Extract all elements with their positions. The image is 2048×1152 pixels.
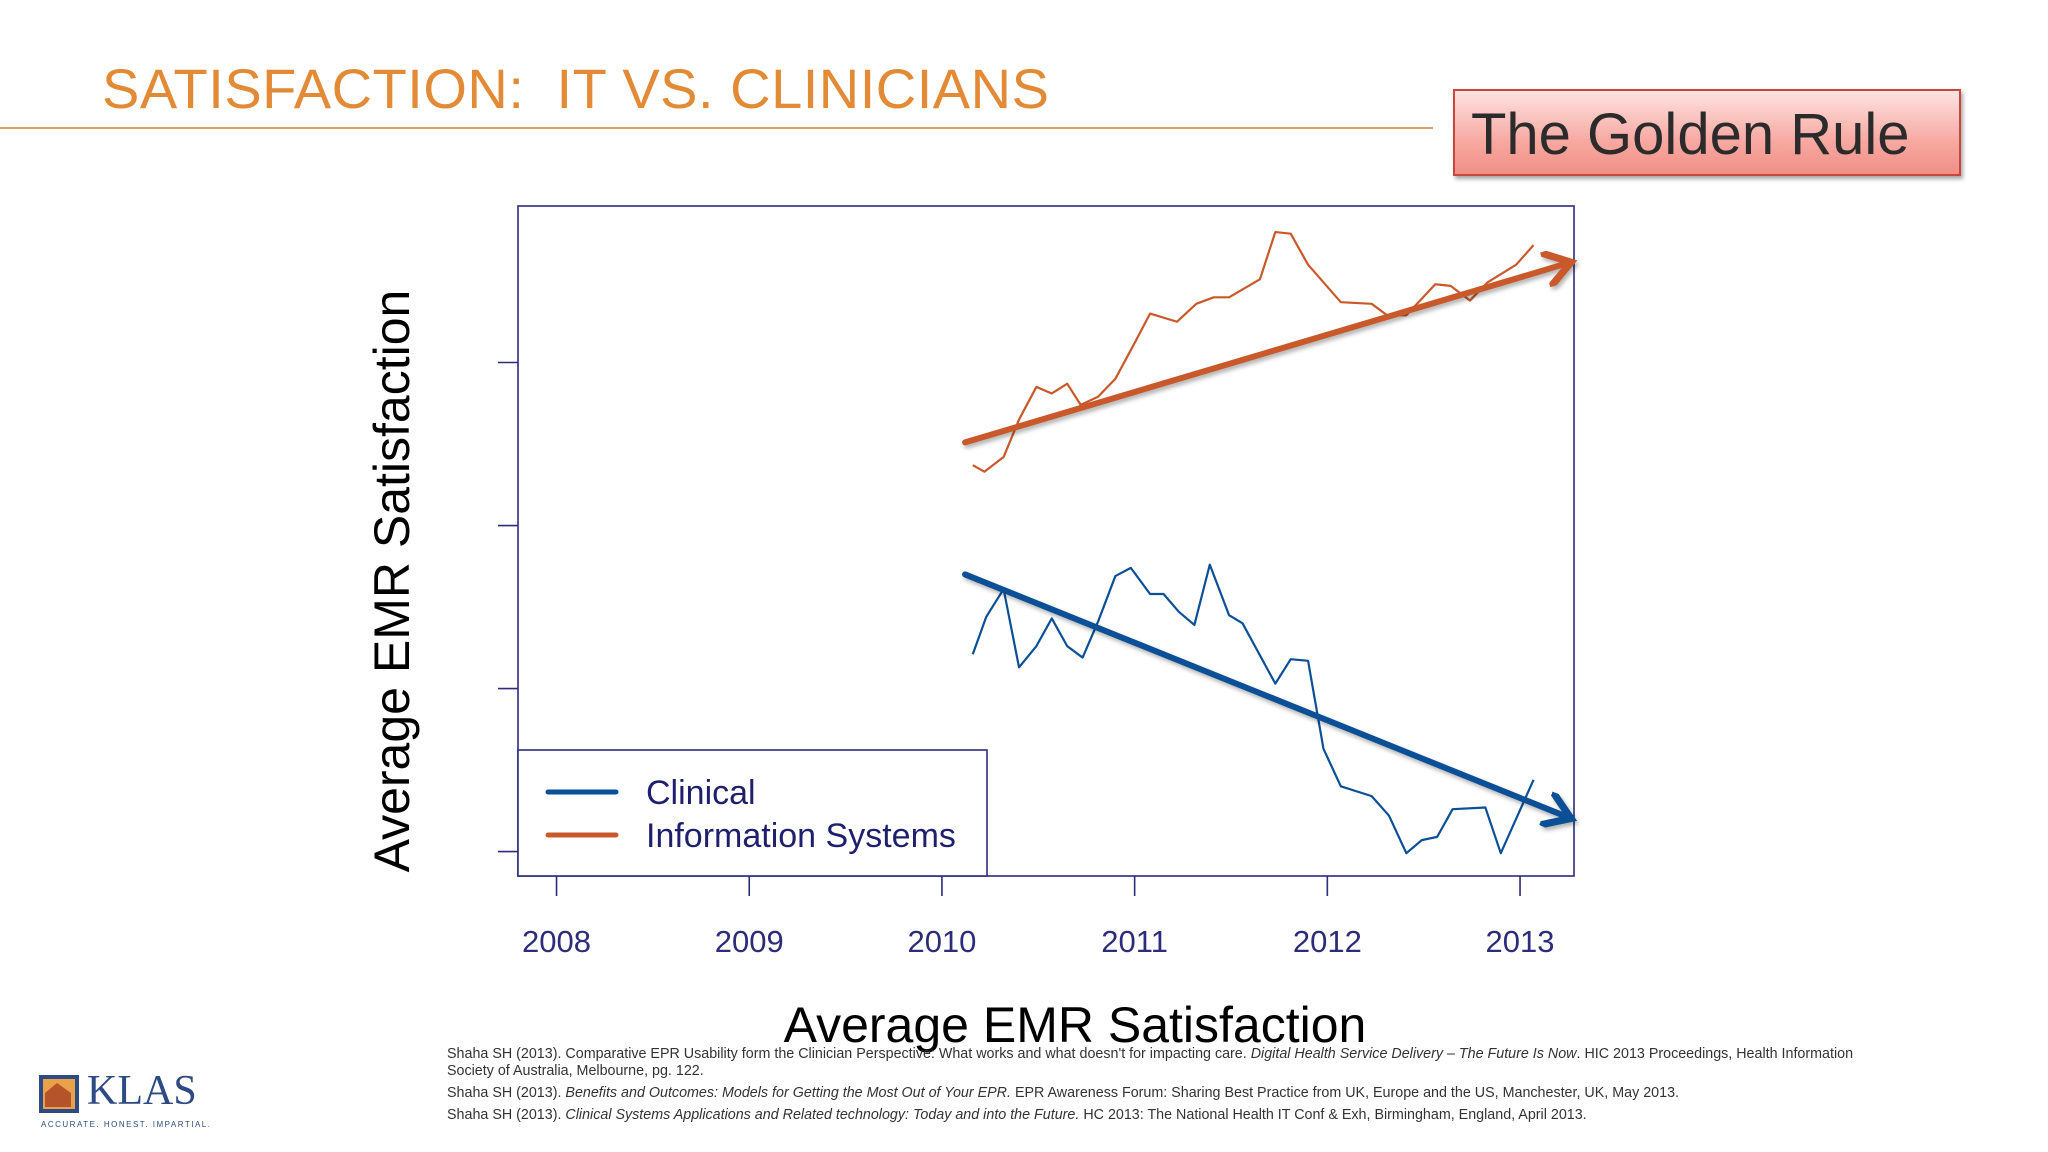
x-tick-label: 2009 bbox=[715, 924, 784, 959]
trend-arrow-clinical bbox=[962, 571, 1568, 817]
reference-text: . HIC 2013 Proceedings, Health Informati… bbox=[447, 1046, 1854, 1079]
golden-rule-callout: The Golden Rule bbox=[1453, 89, 1961, 176]
y-axis-label: Average EMR Satisfaction bbox=[364, 289, 420, 873]
reference-text: Shaha SH (2013). bbox=[447, 1107, 566, 1123]
reference-3: Shaha SH (2013). Clinical Systems Applic… bbox=[447, 1107, 1877, 1124]
klas-house-icon bbox=[39, 1075, 79, 1113]
series-line-information-systems bbox=[972, 230, 1535, 473]
legend-label: Information Systems bbox=[646, 817, 956, 855]
x-tick-label: 2010 bbox=[907, 924, 976, 959]
klas-tagline: ACCURATE. HONEST. IMPARTIAL. bbox=[41, 1120, 212, 1129]
slide-title: SATISFACTION: IT VS. CLINICIANS bbox=[102, 57, 1050, 120]
reference-title: Benefits and Outcomes: Models for Gettin… bbox=[565, 1085, 1011, 1101]
plot-frame bbox=[517, 205, 1575, 877]
legend-box bbox=[517, 749, 988, 877]
title-divider bbox=[0, 127, 1433, 129]
reference-text: Shaha SH (2013). bbox=[447, 1085, 566, 1101]
reference-text: Shaha SH (2013). Comparative EPR Usabili… bbox=[447, 1046, 1251, 1062]
x-axis-label: Average EMR Satisfaction bbox=[783, 997, 1367, 1053]
x-tick-label: 2013 bbox=[1486, 924, 1555, 959]
reference-title: Digital Health Service Delivery – The Fu… bbox=[1250, 1046, 1577, 1062]
x-tick-label: 2008 bbox=[522, 924, 591, 959]
reference-2: Shaha SH (2013). Benefits and Outcomes: … bbox=[447, 1085, 1877, 1102]
x-tick-label: 2012 bbox=[1293, 924, 1362, 959]
trend-arrow-information-systems bbox=[962, 263, 1568, 446]
reference-text: HC 2013: The National Health IT Conf & E… bbox=[1079, 1107, 1587, 1123]
reference-title: Clinical Systems Applications and Relate… bbox=[565, 1107, 1080, 1123]
klas-logo-text: KLAS bbox=[87, 1068, 197, 1114]
references: Shaha SH (2013). Comparative EPR Usabili… bbox=[447, 1046, 1877, 1129]
reference-text: EPR Awareness Forum: Sharing Best Practi… bbox=[1010, 1085, 1679, 1101]
series-line-clinical bbox=[971, 563, 1535, 855]
klas-logo: KLAS ACCURATE. HONEST. IMPARTIAL. bbox=[37, 1068, 212, 1133]
x-tick-label: 2011 bbox=[1101, 924, 1168, 959]
legend-label: Clinical bbox=[646, 774, 756, 812]
reference-1: Shaha SH (2013). Comparative EPR Usabili… bbox=[447, 1046, 1877, 1080]
